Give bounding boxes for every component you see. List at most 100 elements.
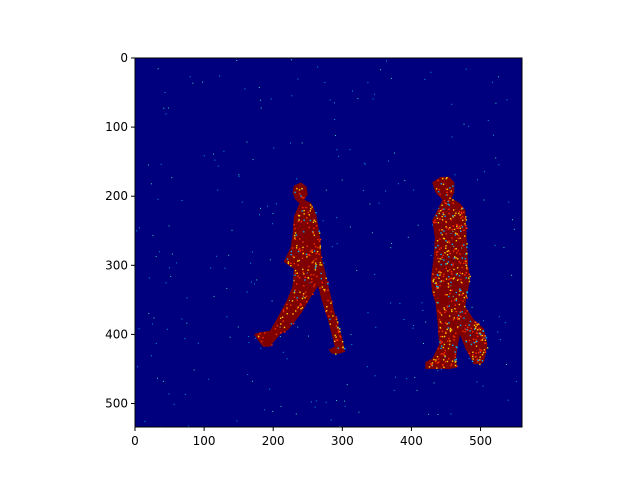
noise-pixel bbox=[157, 198, 159, 200]
speckle bbox=[441, 256, 443, 259]
speckle bbox=[443, 200, 446, 202]
speckle bbox=[439, 326, 441, 329]
noise-pixel bbox=[247, 374, 249, 375]
speckle bbox=[465, 295, 468, 297]
noise-pixel bbox=[341, 179, 343, 181]
speckle bbox=[341, 341, 344, 343]
speckle bbox=[440, 342, 442, 345]
noise-pixel bbox=[511, 274, 513, 276]
speckle bbox=[280, 332, 282, 334]
noise-pixel bbox=[428, 413, 430, 415]
noise-pixel bbox=[136, 230, 138, 232]
speckle bbox=[296, 272, 298, 274]
speckle bbox=[334, 334, 336, 337]
speckle bbox=[454, 214, 456, 217]
speckle bbox=[448, 208, 450, 210]
noise-pixel bbox=[226, 316, 228, 318]
speckle bbox=[448, 250, 451, 253]
person-right-shape bbox=[425, 176, 488, 369]
noise-pixel bbox=[306, 272, 308, 274]
speckle bbox=[442, 211, 444, 214]
speckle bbox=[441, 335, 444, 338]
speckle bbox=[471, 360, 474, 362]
speckle bbox=[296, 297, 298, 299]
noise-pixel bbox=[241, 201, 243, 203]
noise-pixel bbox=[397, 183, 399, 185]
speckle bbox=[437, 179, 439, 182]
noise-pixel bbox=[430, 71, 432, 73]
speckle bbox=[438, 277, 440, 279]
noise-pixel bbox=[309, 282, 311, 284]
speckle bbox=[310, 274, 312, 276]
speckle bbox=[313, 285, 315, 288]
noise-pixel bbox=[424, 78, 426, 80]
speckle bbox=[283, 326, 286, 329]
noise-pixel bbox=[394, 152, 395, 154]
speckle bbox=[313, 243, 315, 245]
speckle bbox=[318, 240, 321, 242]
noise-pixel bbox=[150, 355, 152, 357]
noise-pixel bbox=[238, 175, 240, 177]
speckle bbox=[433, 291, 435, 293]
speckle bbox=[482, 351, 485, 354]
speckle bbox=[457, 258, 459, 260]
speckle bbox=[436, 285, 438, 288]
speckle bbox=[443, 238, 446, 240]
speckle bbox=[450, 191, 452, 193]
speckle bbox=[469, 275, 471, 278]
speckle bbox=[469, 320, 472, 323]
noise-pixel bbox=[323, 262, 325, 264]
noise-pixel bbox=[369, 203, 371, 205]
noise-pixel bbox=[344, 405, 346, 407]
noise-pixel bbox=[247, 336, 249, 337]
speckle bbox=[443, 213, 445, 216]
noise-pixel bbox=[210, 267, 212, 269]
speckle bbox=[431, 365, 433, 367]
speckle bbox=[451, 309, 453, 311]
speckle bbox=[459, 310, 462, 313]
speckle bbox=[461, 311, 463, 313]
speckle bbox=[271, 344, 273, 346]
noise-pixel bbox=[248, 342, 250, 344]
speckle bbox=[315, 266, 317, 268]
speckle bbox=[312, 293, 314, 295]
speckle bbox=[314, 283, 316, 286]
noise-pixel bbox=[412, 327, 414, 329]
speckle bbox=[293, 256, 295, 259]
speckle bbox=[451, 300, 453, 302]
speckle bbox=[431, 362, 434, 364]
noise-pixel bbox=[476, 381, 478, 383]
speckle bbox=[296, 299, 298, 301]
speckle bbox=[323, 288, 325, 291]
speckle bbox=[304, 279, 306, 281]
speckle bbox=[441, 208, 444, 211]
speckle bbox=[436, 254, 438, 256]
speckle bbox=[444, 220, 447, 223]
noise-pixel bbox=[338, 155, 340, 157]
speckle bbox=[464, 223, 466, 225]
speckle bbox=[437, 362, 439, 364]
noise-pixel bbox=[252, 380, 253, 382]
speckle bbox=[457, 234, 460, 237]
speckle bbox=[291, 300, 294, 302]
speckle bbox=[313, 227, 315, 229]
speckle bbox=[294, 232, 297, 234]
noise-pixel bbox=[151, 323, 153, 325]
speckle bbox=[473, 328, 476, 330]
noise-pixel bbox=[188, 425, 190, 427]
noise-pixel bbox=[494, 244, 496, 246]
speckle bbox=[329, 323, 331, 325]
speckle bbox=[480, 333, 482, 336]
speckle bbox=[472, 351, 474, 353]
speckle bbox=[446, 250, 448, 253]
speckle bbox=[334, 340, 336, 343]
speckle bbox=[454, 359, 456, 361]
speckle bbox=[444, 355, 446, 357]
speckle bbox=[319, 287, 321, 289]
person-left-shape bbox=[253, 182, 346, 354]
speckle bbox=[465, 272, 467, 274]
speckle bbox=[466, 310, 468, 312]
speckle bbox=[448, 343, 451, 346]
noise-pixel bbox=[505, 364, 507, 365]
noise-pixel bbox=[269, 388, 271, 390]
